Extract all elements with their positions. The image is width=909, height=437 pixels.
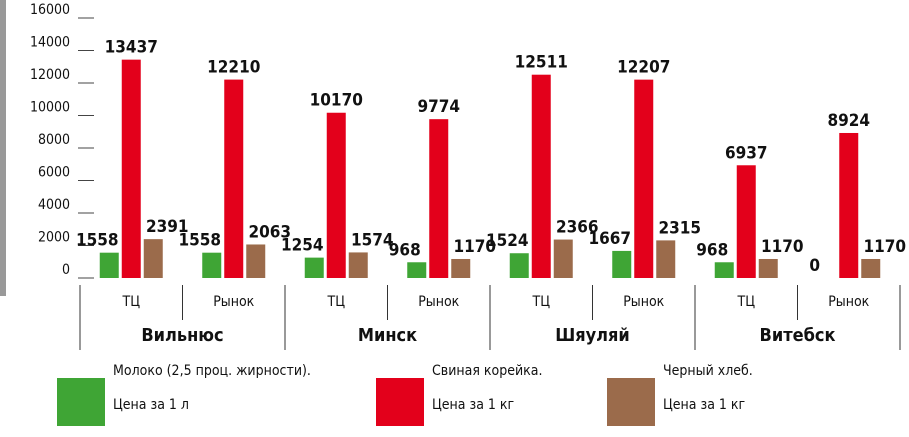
bar — [861, 258, 881, 278]
group-label: Шяуляй — [555, 325, 630, 346]
bar — [531, 74, 551, 278]
bar — [839, 132, 859, 278]
bar — [656, 240, 676, 278]
y-tick-label: 16000 — [30, 2, 70, 18]
group-label: Вильнюс — [141, 325, 223, 346]
data-label: 2315 — [658, 218, 701, 238]
group-label: Витебск — [760, 325, 836, 346]
data-label: 1170 — [863, 237, 906, 257]
bar — [736, 165, 756, 278]
x-tick-label: Рынок — [213, 294, 254, 310]
data-label: 12210 — [207, 58, 260, 78]
legend-swatch — [57, 378, 105, 426]
legend-swatch — [376, 378, 424, 426]
y-tick-label: 0 — [62, 262, 70, 278]
data-label: 2391 — [146, 217, 189, 237]
group-label: Минск — [358, 325, 417, 346]
legend-sublabel: Цена за 1 л — [113, 397, 189, 413]
x-tick-label: Рынок — [623, 294, 664, 310]
data-label: 1170 — [453, 237, 496, 257]
data-label: 2366 — [556, 218, 599, 238]
data-label: 1558 — [178, 231, 221, 251]
legend-label: Черный хлеб. — [663, 363, 753, 379]
data-label: 968 — [696, 240, 728, 260]
data-label: 2063 — [248, 222, 291, 242]
x-tick-label: ТЦ — [532, 294, 551, 310]
y-tick-label: 8000 — [38, 132, 70, 148]
bar — [429, 119, 449, 278]
data-label: 968 — [389, 240, 421, 260]
y-tick-label: 10000 — [30, 100, 70, 116]
bar — [634, 79, 654, 278]
data-label: 8924 — [827, 111, 870, 131]
data-label: 1667 — [588, 229, 631, 249]
data-label: 1574 — [351, 230, 394, 250]
bar — [202, 252, 222, 278]
bar — [304, 257, 324, 278]
bar — [246, 244, 266, 278]
bar — [99, 252, 119, 278]
y-tick-label: 4000 — [38, 197, 70, 213]
legend-sublabel: Цена за 1 кг — [663, 397, 745, 413]
bar — [451, 258, 471, 278]
y-tick-label: 2000 — [38, 230, 70, 246]
data-label: 13437 — [105, 38, 158, 58]
data-label: 9774 — [417, 97, 460, 117]
data-label: 1254 — [281, 236, 324, 256]
bar — [509, 253, 529, 278]
data-label: 12207 — [617, 58, 670, 78]
data-label: 1170 — [761, 237, 804, 257]
x-tick-label: Рынок — [828, 294, 869, 310]
bar — [407, 262, 427, 278]
data-label: 12511 — [515, 53, 568, 73]
bar — [553, 239, 573, 278]
y-tick-label: 12000 — [30, 67, 70, 83]
x-tick-label: ТЦ — [327, 294, 346, 310]
data-label: 1558 — [76, 231, 119, 251]
legend-label: Свиная корейка. — [432, 363, 543, 379]
bar — [758, 258, 778, 278]
bar — [326, 112, 346, 278]
bar — [143, 239, 163, 278]
x-tick-label: ТЦ — [737, 294, 756, 310]
bar — [121, 59, 141, 279]
bar — [612, 250, 632, 278]
bar — [714, 262, 734, 278]
data-label: 0 — [809, 256, 820, 276]
data-label: 6937 — [725, 143, 768, 163]
data-label: 1524 — [486, 231, 529, 251]
legend-label: Молоко (2,5 проц. жирности). — [113, 363, 311, 379]
legend-sublabel: Цена за 1 кг — [432, 397, 514, 413]
x-tick-label: ТЦ — [122, 294, 141, 310]
side-bar — [0, 0, 6, 296]
x-tick-label: Рынок — [418, 294, 459, 310]
bar — [224, 79, 244, 279]
bar — [348, 252, 368, 278]
legend-swatch — [607, 378, 655, 426]
data-label: 10170 — [310, 91, 363, 111]
y-tick-label: 14000 — [30, 35, 70, 51]
y-tick-label: 6000 — [38, 165, 70, 181]
